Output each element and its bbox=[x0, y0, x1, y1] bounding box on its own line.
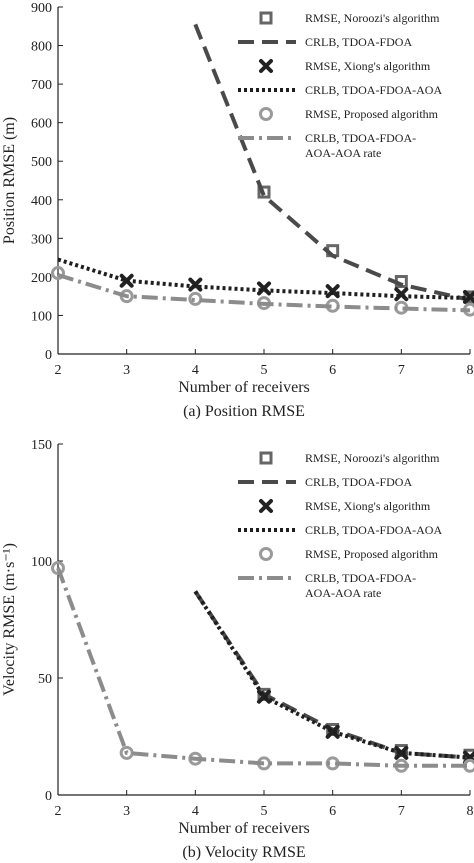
legend-symbol bbox=[259, 547, 273, 561]
y-tick-label: 500 bbox=[31, 155, 52, 170]
x-axis-label: Number of receivers bbox=[178, 379, 310, 396]
y-tick-label: 300 bbox=[31, 232, 52, 247]
legend-label: RMSE, Noroozi's algorithm bbox=[305, 11, 440, 25]
y-tick-label: 900 bbox=[31, 1, 52, 16]
series-4 bbox=[51, 561, 474, 773]
series-0 bbox=[257, 687, 474, 762]
legend-label: RMSE, Noroozi's algorithm bbox=[305, 451, 440, 465]
y-axis-label: Velocity RMSE (m·s⁻¹) bbox=[1, 543, 18, 696]
series-2 bbox=[257, 689, 474, 765]
legend: RMSE, Noroozi's algorithm CRLB, TDOA-FDOA… bbox=[238, 451, 442, 600]
x-tick-label: 8 bbox=[467, 363, 474, 378]
y-tick-label: 700 bbox=[31, 78, 52, 93]
series-point bbox=[188, 291, 203, 306]
series-line bbox=[56, 567, 470, 768]
chart-caption: (a) Position RMSE bbox=[183, 403, 305, 420]
x-tick-label: 4 bbox=[192, 363, 199, 378]
series-0 bbox=[257, 185, 474, 304]
x-tick-label: 2 bbox=[55, 804, 62, 819]
series-point bbox=[51, 266, 65, 281]
x-tick-label: 2 bbox=[55, 363, 62, 378]
x-tick-label: 3 bbox=[123, 363, 130, 378]
x-tick-label: 7 bbox=[398, 804, 405, 819]
y-axis-label: Position RMSE (m) bbox=[1, 117, 18, 244]
y-tick-label: 400 bbox=[31, 194, 52, 209]
x-tick-label: 8 bbox=[467, 804, 474, 819]
legend-label: CRLB, TDOA-FDOA-AOA bbox=[305, 83, 442, 97]
series-point bbox=[394, 745, 409, 760]
legend-label: CRLB, TDOA-FDOA bbox=[305, 475, 412, 489]
series-point bbox=[119, 273, 134, 288]
legend-symbol bbox=[259, 499, 273, 513]
y-tick-label: 600 bbox=[31, 117, 52, 132]
legend-symbol bbox=[259, 11, 273, 25]
y-tick-label: 200 bbox=[31, 271, 52, 286]
series-line bbox=[57, 273, 471, 313]
legend-label: CRLB, TDOA-FDOA bbox=[305, 35, 412, 49]
legend-symbol bbox=[259, 451, 273, 465]
y-tick-label: 0 bbox=[45, 789, 52, 804]
y-tick-label: 150 bbox=[31, 438, 52, 453]
legend-label: RMSE, Proposed algorithm bbox=[305, 107, 439, 121]
legend-label: CRLB, TDOA-FDOA-AOA-AOA rate bbox=[305, 131, 416, 160]
legend: RMSE, Noroozi's algorithm CRLB, TDOA-FDOA… bbox=[238, 11, 442, 160]
velocity-rmse-chart: 0 50 100 150 2 3 4 5 6 7 8 Number of receivers Veloc… bbox=[1, 438, 474, 861]
y-tick-label: 0 bbox=[45, 348, 52, 363]
series-5 bbox=[56, 567, 470, 768]
x-tick-label: 5 bbox=[261, 804, 268, 819]
y-tick-label: 100 bbox=[31, 555, 52, 570]
x-tick-label: 6 bbox=[329, 804, 336, 819]
position-rmse-chart: 0 100 200 300 400 500 600 700 800 900 2 3 4 5 6 7 8 Numbe… bbox=[1, 1, 474, 420]
x-tick-label: 3 bbox=[123, 804, 130, 819]
legend-label: RMSE, Proposed algorithm bbox=[305, 547, 439, 561]
x-tick-label: 7 bbox=[398, 363, 405, 378]
x-tick-label: 5 bbox=[261, 363, 268, 378]
series-point bbox=[257, 185, 271, 199]
y-tick-label: 800 bbox=[31, 40, 52, 55]
legend-label: RMSE, Xiong's algorithm bbox=[305, 59, 431, 73]
series-5 bbox=[57, 273, 471, 313]
legend-label: CRLB, TDOA-FDOA-AOA-AOA rate bbox=[305, 571, 416, 600]
legend-symbol bbox=[259, 59, 273, 73]
legend-label: CRLB, TDOA-FDOA-AOA bbox=[305, 523, 442, 537]
x-axis-label: Number of receivers bbox=[178, 820, 310, 837]
y-tick-label: 50 bbox=[38, 672, 52, 687]
chart-caption: (b) Velocity RMSE bbox=[182, 844, 305, 861]
x-tick-label: 4 bbox=[192, 804, 199, 819]
legend-label: RMSE, Xiong's algorithm bbox=[305, 499, 431, 513]
series-point bbox=[119, 745, 134, 760]
legend-symbol bbox=[259, 107, 273, 121]
y-tick-label: 100 bbox=[31, 309, 52, 324]
x-tick-label: 6 bbox=[329, 363, 336, 378]
